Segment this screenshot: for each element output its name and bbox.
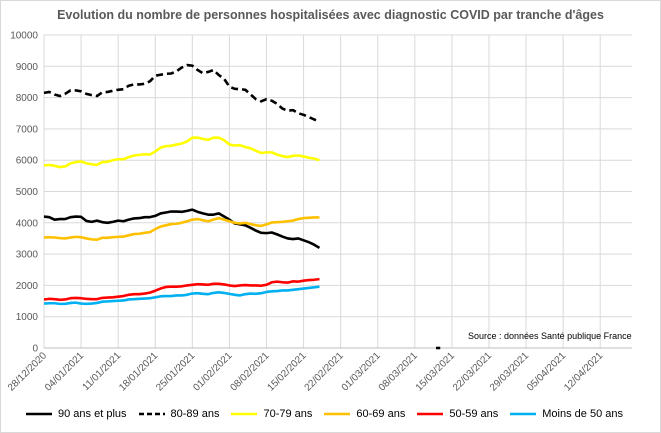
y-tick-label: 5000 bbox=[16, 187, 39, 198]
series-line-1 bbox=[43, 63, 320, 123]
x-tick-label: 04/01/2021 bbox=[43, 350, 86, 393]
y-tick-label: 7000 bbox=[16, 124, 39, 135]
legend-item: 90 ans et plus bbox=[26, 408, 127, 420]
grid-layer bbox=[43, 34, 632, 349]
legend-label: Moins de 50 ans bbox=[542, 408, 623, 421]
legend-item: 50-59 ans bbox=[417, 408, 498, 420]
legend-item: Moins de 50 ans bbox=[510, 408, 623, 420]
y-tick-label: 10000 bbox=[10, 31, 38, 42]
legend-swatch bbox=[231, 412, 258, 416]
x-tick-label: 12/04/2021 bbox=[562, 350, 605, 393]
y-tick-label: 1000 bbox=[16, 312, 39, 323]
y-tick-label: 8000 bbox=[16, 93, 39, 104]
legend-label: 60-69 ans bbox=[356, 408, 406, 421]
series-line-3 bbox=[43, 216, 320, 242]
legend-swatch bbox=[510, 412, 537, 416]
series-line-5 bbox=[43, 285, 320, 306]
legend-swatch bbox=[417, 412, 444, 416]
series-line-2 bbox=[43, 136, 320, 169]
legend-label: 70-79 ans bbox=[263, 408, 313, 421]
y-tick-label: 6000 bbox=[16, 156, 39, 167]
x-axis: 28/12/202004/01/202111/01/202118/01/2021… bbox=[6, 350, 606, 393]
y-tick-label: 4000 bbox=[16, 218, 39, 229]
legend-swatch bbox=[26, 412, 53, 416]
legend-label: 80-89 ans bbox=[170, 408, 220, 421]
legend-item: 80-89 ans bbox=[138, 408, 220, 421]
series-layer bbox=[43, 63, 441, 350]
legend-swatch bbox=[138, 412, 165, 416]
legend-label: 50-59 ans bbox=[449, 408, 499, 421]
legend-item: 60-69 ans bbox=[324, 408, 405, 420]
chart-title: Evolution du nombre de personnes hospita… bbox=[57, 8, 604, 22]
legend-swatch bbox=[324, 412, 351, 416]
legend: 90 ans et plus 80-89 ans 70-79 ans 60-69 an… bbox=[0, 408, 661, 420]
y-tick-label: 2000 bbox=[16, 281, 39, 292]
y-tick-label: 9000 bbox=[16, 62, 39, 73]
source-note: Source : données Santé publique France bbox=[468, 331, 632, 341]
series-line-0 bbox=[43, 208, 321, 249]
legend-item: 70-79 ans bbox=[231, 408, 312, 420]
y-axis: 0 1000 2000 3000 4000 5000 6000 7000 8000 9000 100… bbox=[10, 31, 38, 355]
series-line-4 bbox=[43, 277, 320, 302]
y-tick-label: 0 bbox=[32, 344, 38, 355]
legend-label: 90 ans et plus bbox=[58, 408, 127, 421]
y-tick-label: 3000 bbox=[16, 250, 39, 261]
